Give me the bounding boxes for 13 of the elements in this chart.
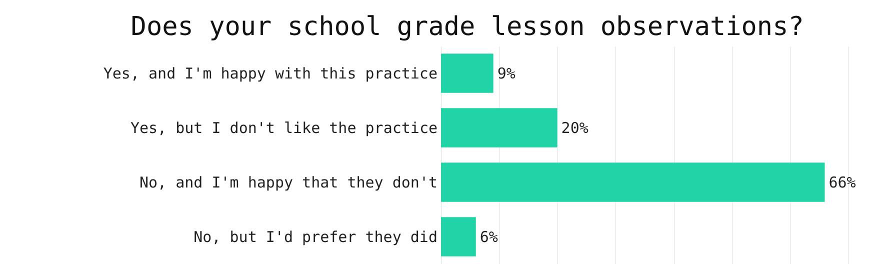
y-tick-label: Yes, but I don't like the practice: [130, 118, 438, 137]
bar: [441, 108, 558, 148]
y-tick-label: Yes, and I'm happy with this practice: [103, 64, 438, 82]
data-label: 20%: [561, 118, 588, 137]
chart-title: Does your school grade lesson observations?: [130, 12, 804, 42]
data-label: 66%: [828, 173, 856, 192]
y-tick-label: No, but I'd prefer they did: [194, 228, 438, 246]
data-label: 6%: [480, 228, 498, 246]
bar: [441, 217, 476, 256]
bar: [441, 162, 825, 202]
bar: [441, 54, 494, 93]
data-label: 9%: [497, 64, 516, 82]
y-tick-label: No, and I'm happy that they don't: [139, 173, 438, 192]
